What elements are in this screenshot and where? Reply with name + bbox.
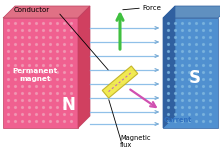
Text: Conductor: Conductor <box>14 7 50 13</box>
Polygon shape <box>78 6 90 128</box>
Polygon shape <box>163 18 218 128</box>
Polygon shape <box>102 66 138 98</box>
Text: Magnetic
flux: Magnetic flux <box>120 135 150 148</box>
Text: Current: Current <box>164 117 192 123</box>
Text: S: S <box>189 69 201 87</box>
Polygon shape <box>3 18 78 128</box>
Polygon shape <box>163 6 175 128</box>
Text: N: N <box>61 96 75 114</box>
Text: Force: Force <box>143 5 161 11</box>
Polygon shape <box>163 6 220 18</box>
Text: Permanent
magnet: Permanent magnet <box>13 68 58 82</box>
Polygon shape <box>3 6 90 18</box>
